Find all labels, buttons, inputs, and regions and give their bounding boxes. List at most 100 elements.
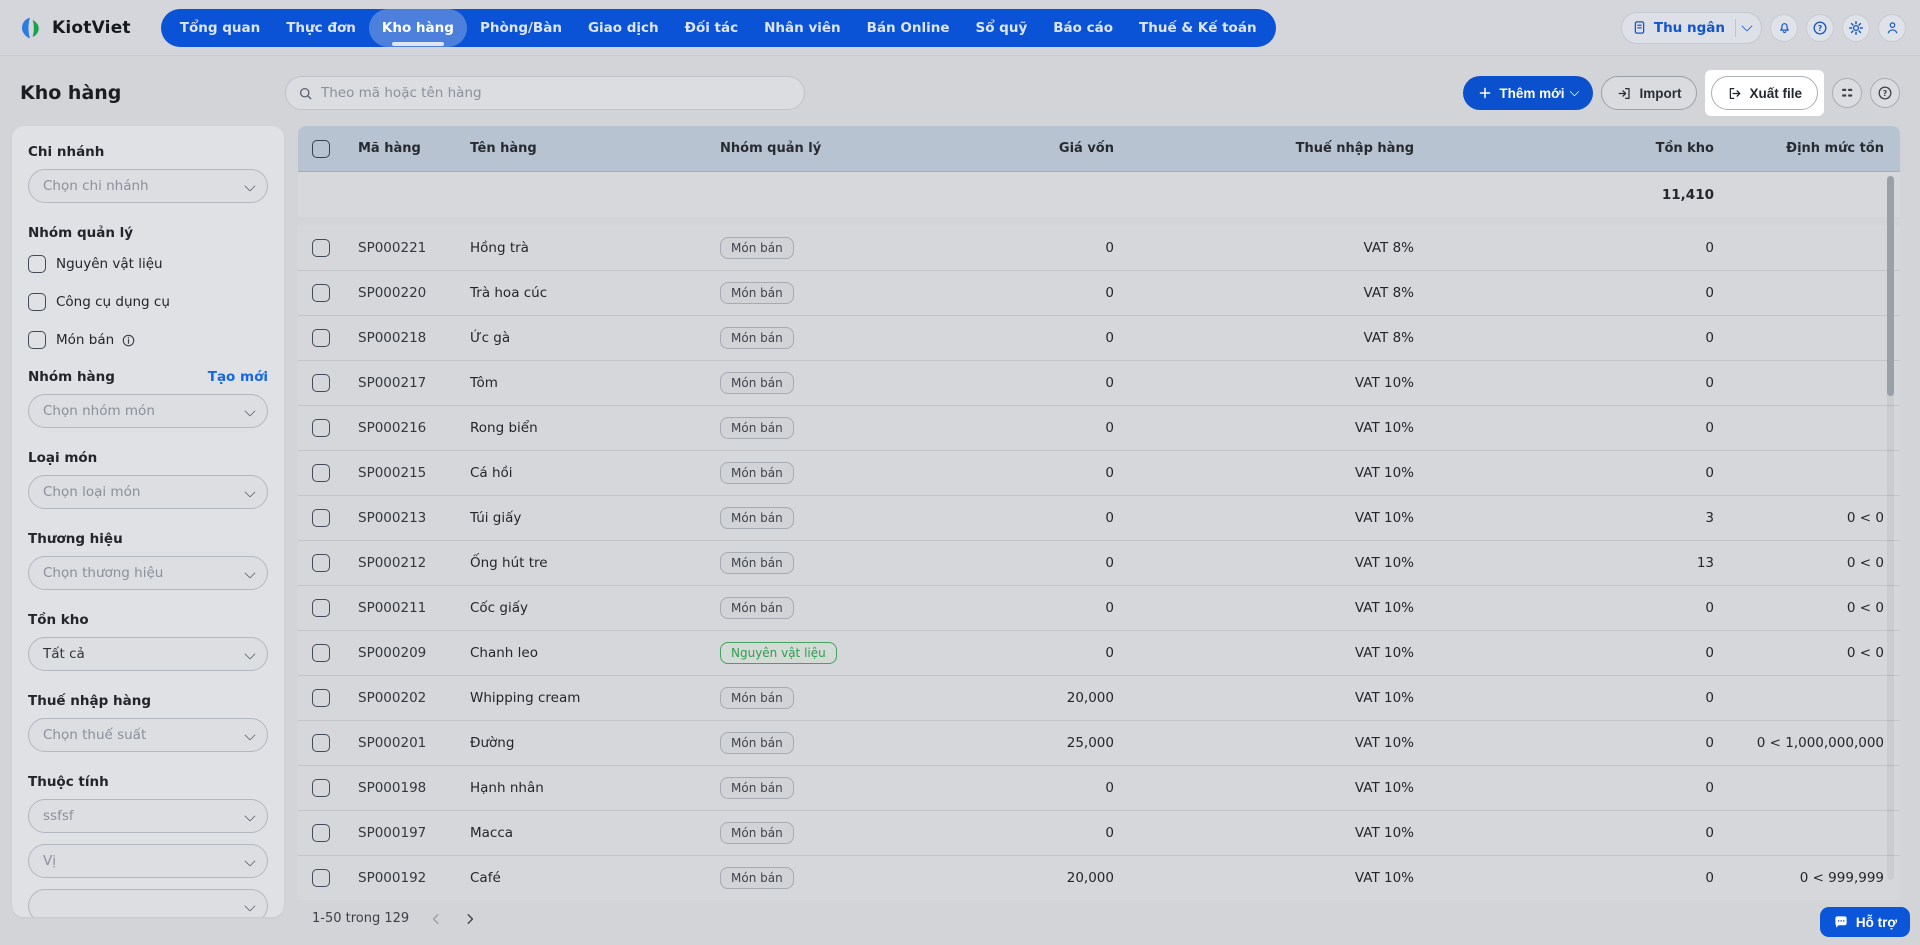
product-code: SP000216 [358, 420, 427, 436]
row-checkbox[interactable] [312, 238, 330, 257]
add-new-button[interactable]: Thêm mới [1463, 76, 1594, 110]
row-checkbox[interactable] [312, 509, 330, 527]
settings-button[interactable] [1842, 13, 1870, 42]
table-row[interactable]: SP000215 Cá hồi Món bán 0 VAT 10% 0 [298, 450, 1900, 495]
pagination: 1-50 trong 129 [298, 900, 1900, 926]
table-row[interactable]: SP000213 Túi giấy Món bán 0 VAT 10% 3 0 … [298, 495, 1900, 540]
attribute-select[interactable]: ssfsf [28, 799, 268, 833]
support-button[interactable]: Hỗ trợ [1819, 907, 1910, 937]
dish-type-select[interactable]: Chọn loại món [28, 475, 268, 509]
nav-item[interactable]: Báo cáo [1040, 9, 1126, 47]
table-row[interactable]: SP000197 Macca Món bán 0 VAT 10% 0 [298, 810, 1900, 855]
stock-limit-value: 0 < 999,999 [1799, 870, 1884, 886]
table-row[interactable]: SP000202 Whipping cream Món bán 20,000 V… [298, 675, 1900, 720]
notification-button[interactable] [1770, 13, 1798, 42]
checkbox[interactable] [28, 331, 46, 349]
nav-item[interactable]: Đối tác [672, 9, 751, 47]
group-cell: Món bán [720, 687, 954, 709]
group-badge: Món bán [720, 327, 794, 349]
help-button[interactable]: ? [1806, 13, 1834, 42]
table-row[interactable]: SP000212 Ống hút tre Món bán 0 VAT 10% 1… [298, 540, 1900, 585]
stock-value: 0 [1705, 285, 1714, 301]
checkbox[interactable] [28, 255, 46, 273]
row-checkbox[interactable] [312, 374, 330, 392]
import-tax-select[interactable]: Chọn thuế suất [28, 718, 268, 752]
checkbox-label: Nguyên vật liệu [56, 256, 163, 272]
table-row[interactable]: SP000217 Tôm Món bán 0 VAT 10% 0 [298, 360, 1900, 405]
nav-item-label: Giao dịch [587, 19, 659, 36]
next-page-button[interactable] [463, 912, 477, 926]
attributes-label: Thuộc tính [28, 774, 109, 790]
search-input[interactable] [321, 85, 792, 101]
row-checkbox[interactable] [312, 599, 330, 617]
row-checkbox[interactable] [312, 644, 330, 662]
group-badge: Món bán [720, 552, 794, 574]
nav-item[interactable]: Nhân viên [751, 9, 854, 47]
page-body: Chi nhánh Chọn chi nhánh Nhóm quản lý Ng… [0, 126, 1920, 926]
row-checkbox[interactable] [312, 419, 330, 437]
prev-page-button[interactable] [429, 912, 443, 926]
row-checkbox[interactable] [312, 779, 330, 797]
scrollbar-thumb[interactable] [1887, 176, 1894, 396]
import-tax-select-placeholder: Chọn thuế suất [43, 727, 147, 743]
branch-select[interactable]: Chọn chi nhánh [28, 169, 268, 203]
row-checkbox[interactable] [312, 284, 330, 302]
select-all-checkbox[interactable] [312, 139, 330, 158]
row-checkbox[interactable] [312, 464, 330, 482]
nav-item[interactable]: Kho hàng [368, 8, 467, 47]
nav-item[interactable]: Bán Online [854, 9, 963, 47]
table-row[interactable]: SP000218 Ức gà Món bán 0 VAT 8% 0 [298, 315, 1900, 360]
export-button[interactable]: Xuất file [1711, 76, 1818, 110]
cashier-button[interactable]: Thu ngân [1620, 11, 1762, 44]
row-checkbox[interactable] [312, 689, 330, 707]
scrollbar-track[interactable] [1887, 176, 1894, 880]
dish-type-label: Loại món [28, 450, 98, 466]
checkbox[interactable] [28, 293, 46, 311]
chevron-down-icon[interactable] [1741, 20, 1753, 32]
table-row[interactable]: SP000201 Đường Món bán 25,000 VAT 10% 0 … [298, 720, 1900, 765]
table-row[interactable]: SP000220 Trà hoa cúc Món bán 0 VAT 8% 0 [298, 270, 1900, 315]
row-checkbox[interactable] [312, 329, 330, 347]
nav-item[interactable]: Sổ quỹ [962, 9, 1040, 47]
filter-checkbox-row[interactable]: Món bán [28, 331, 268, 349]
nav-item[interactable]: Thực đơn [273, 9, 369, 47]
table-row[interactable]: SP000211 Cốc giấy Món bán 0 VAT 10% 0 0 … [298, 585, 1900, 630]
create-new-link[interactable]: Tạo mới [207, 369, 268, 385]
column-settings-button[interactable] [1832, 78, 1862, 108]
row-checkbox[interactable] [312, 734, 330, 752]
import-label: Import [1639, 85, 1682, 101]
import-button[interactable]: Import [1601, 76, 1698, 110]
row-checkbox[interactable] [312, 554, 330, 572]
table-row[interactable]: SP000192 Café Món bán 20,000 VAT 10% 0 0… [298, 855, 1900, 900]
management-group-options: Nguyên vật liệu Công cụ dụng cụ Món bán [28, 255, 268, 349]
table-row[interactable]: SP000198 Hạnh nhân Món bán 0 VAT 10% 0 [298, 765, 1900, 810]
product-group-select[interactable]: Chọn nhóm món [28, 394, 268, 428]
brand-select[interactable]: Chọn thương hiệu [28, 556, 268, 590]
attribute-select[interactable]: Vị [28, 844, 268, 878]
product-name: Tôm [470, 375, 498, 391]
account-button[interactable] [1878, 13, 1906, 42]
product-name: Ống hút tre [470, 555, 548, 571]
table-row[interactable]: SP000209 Chanh leo Nguyên vật liệu 0 VAT… [298, 630, 1900, 675]
nav-item-label: Thuế & Kế toán [1139, 19, 1257, 36]
stock-select[interactable]: Tất cả [28, 637, 268, 671]
search-bar[interactable] [285, 76, 805, 110]
product-name: Hạnh nhân [470, 780, 544, 796]
nav-item[interactable]: Tổng quan [167, 9, 273, 47]
chevron-down-icon [1570, 86, 1580, 97]
cost-value: 0 [1105, 825, 1114, 841]
filter-checkbox-row[interactable]: Nguyên vật liệu [28, 255, 268, 273]
attribute-select-partial[interactable] [28, 889, 268, 917]
nav-item[interactable]: Thuế & Kế toán [1126, 9, 1270, 47]
table-row[interactable]: SP000221 Hồng trà Món bán 0 VAT 8% 0 [298, 225, 1900, 270]
columns-icon [1842, 88, 1853, 97]
row-checkbox[interactable] [312, 869, 330, 887]
filter-checkbox-row[interactable]: Công cụ dụng cụ [28, 293, 268, 311]
nav-item[interactable]: Phòng/Bàn [467, 9, 575, 47]
table-rows: SP000221 Hồng trà Món bán 0 VAT 8% 0 SP0… [298, 225, 1900, 900]
nav-item[interactable]: Giao dịch [575, 9, 672, 47]
table-help-button[interactable]: ? [1870, 78, 1900, 108]
table-row[interactable]: SP000216 Rong biển Món bán 0 VAT 10% 0 [298, 405, 1900, 450]
tax-value: VAT 10% [1354, 825, 1414, 841]
row-checkbox[interactable] [312, 824, 330, 842]
